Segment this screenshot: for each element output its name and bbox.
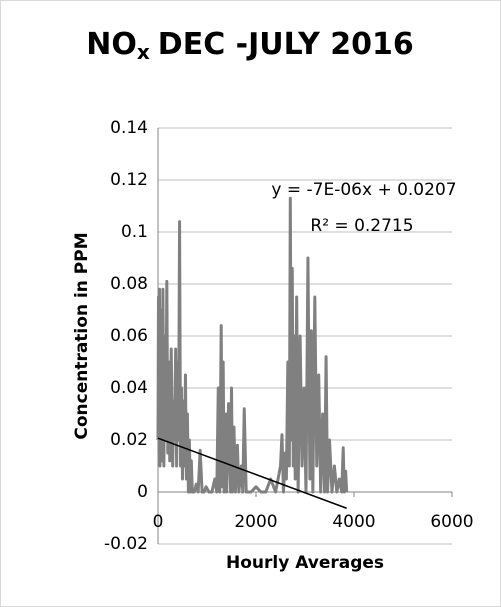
y-tick-label: 0.12 [110, 170, 148, 190]
y-tick-label: -0.02 [104, 534, 148, 554]
y-tick-label: 0 [137, 482, 148, 502]
y-tick-label: 0.04 [110, 378, 148, 398]
y-tick-label: 0.1 [121, 222, 148, 242]
x-tick-label: 4000 [332, 512, 375, 532]
y-tick-label: 0.06 [110, 326, 148, 346]
x-tick-label: 0 [153, 512, 164, 532]
y-axis-title: Concentration in PPM [72, 232, 92, 439]
y-tick-label: 0.14 [110, 118, 148, 138]
trendline [157, 437, 347, 509]
x-tick-label: 6000 [430, 512, 473, 532]
annotation: R² = 0.2715 [310, 216, 413, 236]
title-sub: x [137, 40, 150, 64]
annotation: y = -7E-06x + 0.0207 [271, 180, 456, 200]
title-rest: DEC -JULY 2016 [158, 27, 414, 62]
data-line [156, 196, 349, 494]
y-tick-label: 0.02 [110, 430, 148, 450]
title-main: NO [86, 27, 137, 62]
chart-title: NOx DEC -JULY 2016 [86, 27, 413, 64]
x-axis-title: Hourly Averages [226, 553, 384, 573]
y-tick-label: 0.08 [110, 274, 148, 294]
x-tick-label: 2000 [234, 512, 277, 532]
